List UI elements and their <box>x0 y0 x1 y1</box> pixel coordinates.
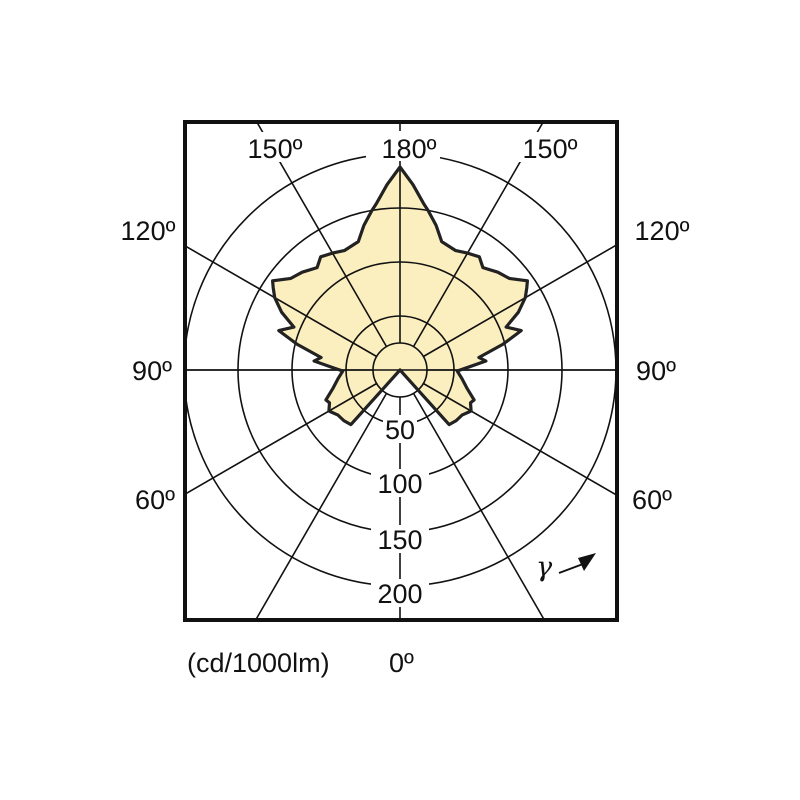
gamma-arrow-line <box>558 563 584 574</box>
angle-label-left-0: 150º <box>248 134 303 164</box>
radial-line-120 <box>422 244 617 358</box>
unit-label: (cd/1000lm) <box>187 648 330 678</box>
angle-label-180: 180º <box>382 134 437 164</box>
gamma-arrow-head-icon <box>578 553 596 571</box>
angle-label-left-1: 120º <box>121 216 176 246</box>
gamma-symbol: γ <box>536 552 553 583</box>
radial-line-300 <box>185 382 378 495</box>
label-bg <box>235 132 315 162</box>
radial-tick-label-100: 100 <box>377 469 422 499</box>
radial-line-60 <box>422 382 617 496</box>
radial-line-330 <box>254 392 388 620</box>
tick-label-bg <box>371 469 429 497</box>
gamma-indicator: γ <box>536 552 596 583</box>
angle-label-left-2: 90º <box>132 356 172 386</box>
radial-line-30 <box>412 392 546 620</box>
tick-label-bg <box>371 579 429 607</box>
angle-label-0: 0º <box>389 648 414 678</box>
angle-label-right-0: 150º <box>523 134 578 164</box>
curve-outline <box>271 165 530 427</box>
angle-label-right-3: 60º <box>632 485 672 515</box>
grid-overlay <box>185 122 617 620</box>
label-bg <box>510 132 590 162</box>
radial-tick-label-200: 200 <box>377 579 422 609</box>
labels: 50 100 150 200 180º 150º 120º 90º 60º 150º 120º 90º… <box>121 131 690 609</box>
angle-label-right-1: 120º <box>635 216 690 246</box>
chart-frame <box>183 120 619 622</box>
radial-tick-label-50: 50 <box>385 415 415 445</box>
angle-label-left-3: 60º <box>135 485 175 515</box>
radial-tick-label-150: 150 <box>377 525 422 555</box>
tick-label-bg <box>371 525 429 553</box>
tick-label-bg <box>383 415 417 443</box>
top-label-bg <box>366 131 440 161</box>
radial-line-240 <box>185 245 378 358</box>
angle-label-right-2: 90º <box>636 356 676 386</box>
